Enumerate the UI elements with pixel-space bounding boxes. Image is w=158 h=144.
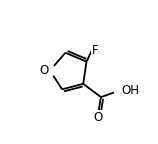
Text: F: F [92, 44, 99, 57]
Text: OH: OH [121, 84, 139, 97]
Text: O: O [93, 111, 102, 124]
Text: O: O [40, 64, 49, 77]
